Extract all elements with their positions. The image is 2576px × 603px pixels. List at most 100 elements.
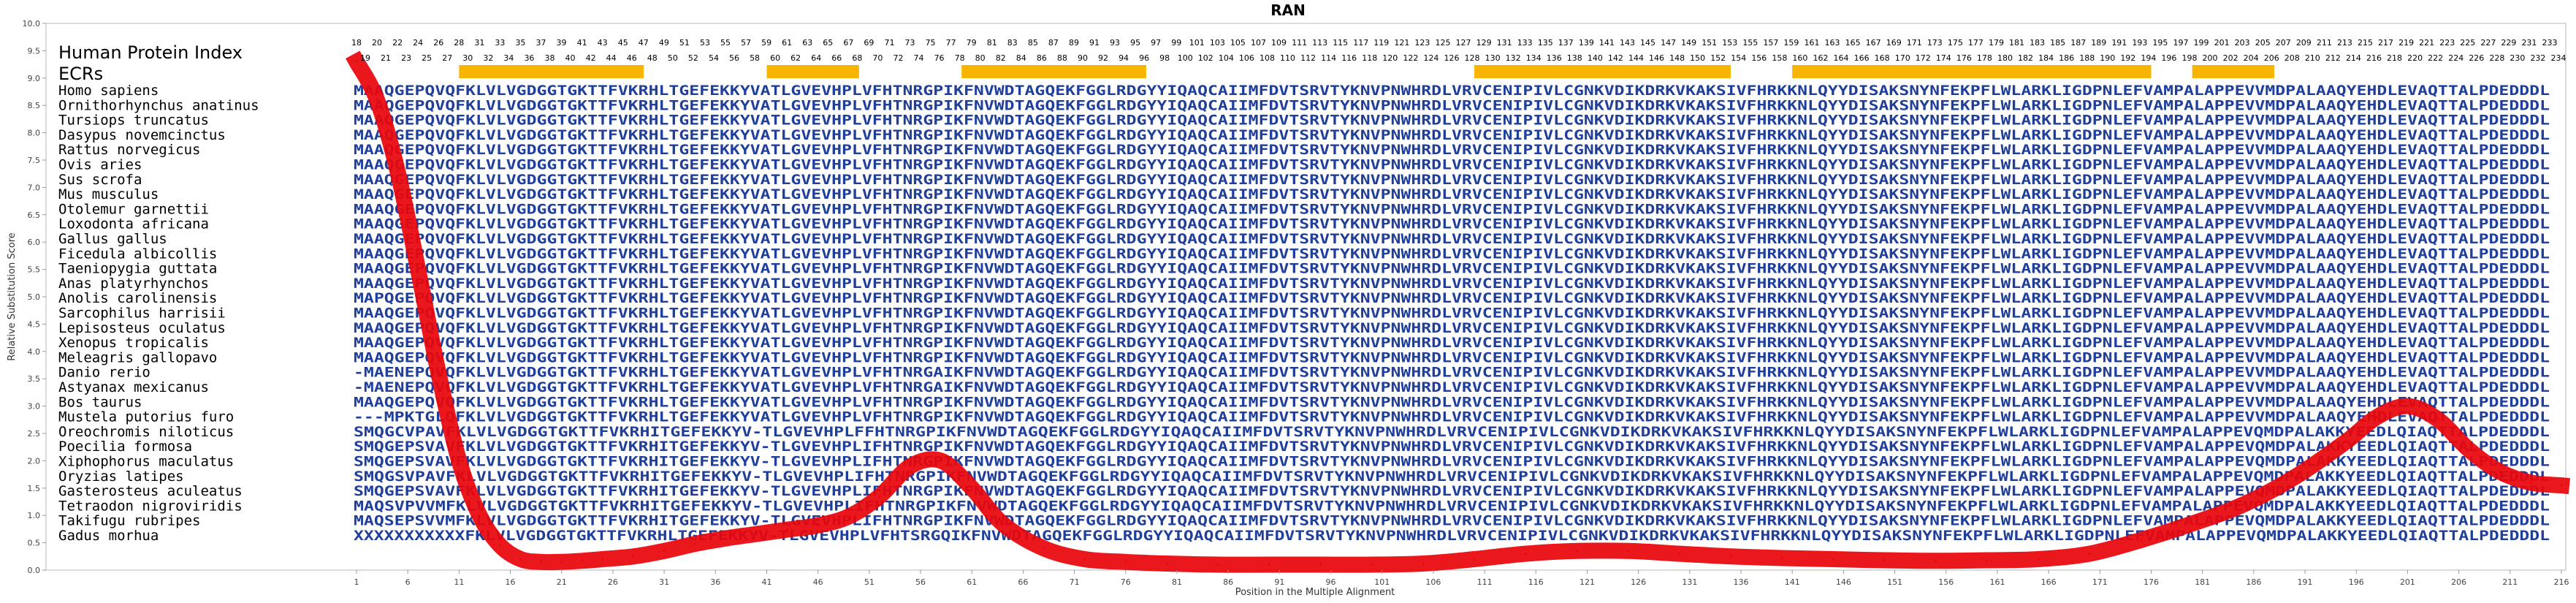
index-label-top: 175	[1948, 38, 1963, 48]
x-tick-label: 191	[2298, 577, 2313, 587]
index-label-bottom: 218	[2387, 53, 2402, 63]
data-point	[724, 537, 727, 540]
data-point	[2406, 405, 2409, 408]
chart-title: RAN	[1270, 1, 1306, 19]
sequence-row: MAAQGEPQVQFKLVLVGDGGTGKTTFVKRHLTGEFEKKYV…	[354, 172, 2550, 188]
sequence-row: MAAQGEPQVQFKLVLVGDGGTGKTTFVKRHLTGEFEKKYV…	[354, 97, 2550, 113]
index-label-bottom: 198	[2181, 53, 2197, 63]
index-label-top: 83	[1007, 38, 1018, 48]
x-tick-label: 101	[1374, 577, 1390, 587]
index-label-top: 177	[1968, 38, 1984, 48]
data-point	[2375, 416, 2378, 419]
y-tick-label: 3.0	[28, 402, 41, 412]
y-tick-label: 6.0	[28, 238, 41, 247]
index-label-top: 37	[536, 38, 546, 48]
x-tick-label: 96	[1326, 577, 1336, 587]
species-label: Poecilia formosa	[58, 439, 192, 455]
index-label-bottom: 208	[2285, 53, 2300, 63]
sequence-row: SMQGEPSVAVFKLVLVGDGGTGKTTFVKRHITGEFEKKYV…	[354, 483, 2550, 499]
species-label: Meleagris gallopavo	[58, 349, 217, 365]
index-label-bottom: 78	[955, 53, 965, 63]
data-point	[1575, 550, 1578, 553]
index-label-top: 97	[1151, 38, 1161, 48]
index-label-bottom: 88	[1057, 53, 1067, 63]
index-label-bottom: 92	[1098, 53, 1108, 63]
y-axis: 0.0 0.5 1.0 1.5 2.0 2.5 3.0 3.5 4.0 4.5 5.0 5.5 6.0 6…	[23, 19, 46, 575]
data-point	[1319, 564, 1322, 566]
sequence-row: MAAQGEPQVQFKLVLVGDGGTGKTTFVKRHLTGEFEKKYV…	[354, 113, 2550, 129]
index-label-top: 33	[495, 38, 505, 48]
index-label-bottom: 172	[1916, 53, 1931, 63]
data-point	[1001, 522, 1004, 525]
data-point	[396, 170, 399, 172]
index-label-bottom: 162	[1813, 53, 1828, 63]
species-label: Astyanax mexicanus	[58, 379, 209, 395]
index-label-bottom: 58	[750, 53, 760, 63]
index-label-top: 185	[2050, 38, 2065, 48]
species-label: Otolemur garnettii	[58, 201, 209, 217]
index-label-top: 219	[2398, 38, 2414, 48]
data-point	[1083, 558, 1086, 561]
species-label: Ornithorhynchus anatinus	[58, 97, 259, 113]
index-label-top: 231	[2521, 38, 2537, 48]
index-label-top: 205	[2255, 38, 2271, 48]
x-tick-label: 116	[1528, 577, 1544, 587]
x-tick-label: 141	[1785, 577, 1800, 587]
data-point	[1473, 558, 1476, 561]
index-label-bottom: 234	[2551, 53, 2567, 63]
x-tick-label: 81	[1172, 577, 1182, 587]
index-label-bottom: 226	[2469, 53, 2484, 63]
index-label-bottom: 214	[2346, 53, 2361, 63]
index-label-bottom: 232	[2530, 53, 2545, 63]
index-label-top: 217	[2378, 38, 2393, 48]
index-label-bottom: 142	[1608, 53, 1623, 63]
index-label-top: 147	[1661, 38, 1676, 48]
data-point	[817, 524, 820, 527]
x-tick-label: 36	[710, 577, 720, 587]
x-tick-label: 136	[1734, 577, 1749, 587]
index-label-top: 223	[2439, 38, 2455, 48]
index-label-bottom: 50	[668, 53, 678, 63]
ecr-bars	[459, 65, 2274, 78]
index-label-bottom: 176	[1956, 53, 1972, 63]
x-tick-label: 156	[1938, 577, 1954, 587]
index-label-top: 155	[1742, 38, 1758, 48]
x-tick-label: 6	[405, 577, 411, 587]
species-label: Mus musculus	[58, 186, 159, 202]
index-label-bottom: 90	[1078, 53, 1088, 63]
index-label-bottom: 228	[2489, 53, 2504, 63]
species-label: Oryzias latipes	[58, 469, 184, 485]
sequence-row: MAAQGEPQVQFKLVLVGDGGTGKTTFVKRHLTGEFEKKYV…	[354, 186, 2550, 202]
x-tick-label: 176	[2144, 577, 2159, 587]
index-label-bottom: 222	[2428, 53, 2443, 63]
index-label-bottom: 210	[2305, 53, 2320, 63]
index-label-top: 169	[1886, 38, 1902, 48]
index-label-top: 159	[1783, 38, 1799, 48]
index-label-top: 143	[1620, 38, 1635, 48]
species-label: Ficedula albicollis	[58, 246, 217, 262]
x-tick-label: 11	[454, 577, 464, 587]
x-tick-label: 161	[1989, 577, 2005, 587]
index-label-top: 31	[474, 38, 484, 48]
sequence-row: SMQGEPSVAVFKLVLVGDGGTGKTTFVKRHITGEFEKKYV…	[354, 439, 2550, 455]
sequence-row: MAAQGEPQVQFKLVLVGDGGTGKTTFVKRHLTGEFEKKYV…	[354, 231, 2550, 247]
index-label-top: 47	[639, 38, 649, 48]
species-label: Sus scrofa	[58, 172, 142, 188]
index-label-bottom: 98	[1159, 53, 1170, 63]
x-tick-label: 76	[1121, 577, 1131, 587]
sequence-row: MAAQGEPQVQFKLVLVGDGGTGKTTFVKRHLTGEFEKKYV…	[354, 216, 2550, 232]
sequence-row: MAAQGEPQVQFKLVLVGDGGTGKTTFVKRHLTGEFEKKYV…	[354, 349, 2550, 365]
index-label-top: 221	[2419, 38, 2434, 48]
x-tick-label: 151	[1887, 577, 1902, 587]
index-label-top: 93	[1110, 38, 1120, 48]
index-label-top: 207	[2276, 38, 2291, 48]
data-point	[786, 528, 789, 531]
y-tick-label: 7.0	[28, 183, 41, 192]
sequence-row: SMQGEPSVAVFKLVLVGDGGTGKTTFVKRHITGEFEKKYV…	[354, 454, 2550, 470]
index-label-top: 81	[987, 38, 997, 48]
index-label-top: 71	[884, 38, 894, 48]
index-label-top: 105	[1230, 38, 1246, 48]
index-label-top: 209	[2296, 38, 2312, 48]
index-label-top: 55	[720, 38, 731, 48]
sequence-row: -MAENEPQVQFKLVLVGDGGTGKTTFVKRHLTGEFEKKYV…	[354, 379, 2550, 395]
